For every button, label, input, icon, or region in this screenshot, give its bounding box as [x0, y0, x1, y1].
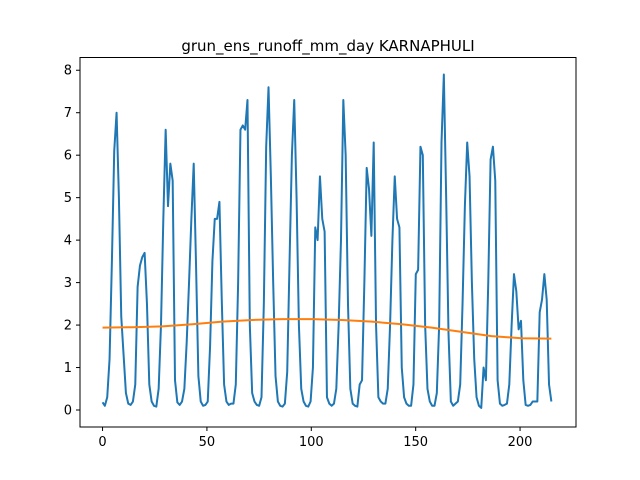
- y-tick-label: 2: [64, 319, 72, 334]
- y-tick-label: 0: [64, 404, 72, 419]
- x-tick-label: 200: [508, 435, 533, 450]
- y-tick-label: 1: [64, 361, 72, 376]
- y-tick-label: 8: [64, 64, 72, 79]
- x-tick-label: 0: [98, 435, 106, 450]
- series-line-2: [102, 318, 552, 340]
- series-line-1: [101, 73, 553, 409]
- y-tick-label: 5: [64, 191, 72, 206]
- series-lines: [101, 73, 553, 409]
- x-tick-label: 50: [199, 435, 216, 450]
- plot-frame: [79, 57, 577, 428]
- x-tick-label: 100: [299, 435, 324, 450]
- y-tick-label: 7: [64, 106, 72, 121]
- chart-title: grun_ens_runoff_mm_day KARNAPHULI: [181, 37, 474, 56]
- axis-ticks: 0 50 100 150 200 0 1 2 3 4 5 6 7 8: [64, 64, 533, 450]
- y-tick-label: 3: [64, 276, 72, 291]
- y-tick-label: 6: [64, 149, 72, 164]
- y-tick-label: 4: [64, 234, 72, 249]
- x-tick-label: 150: [403, 435, 428, 450]
